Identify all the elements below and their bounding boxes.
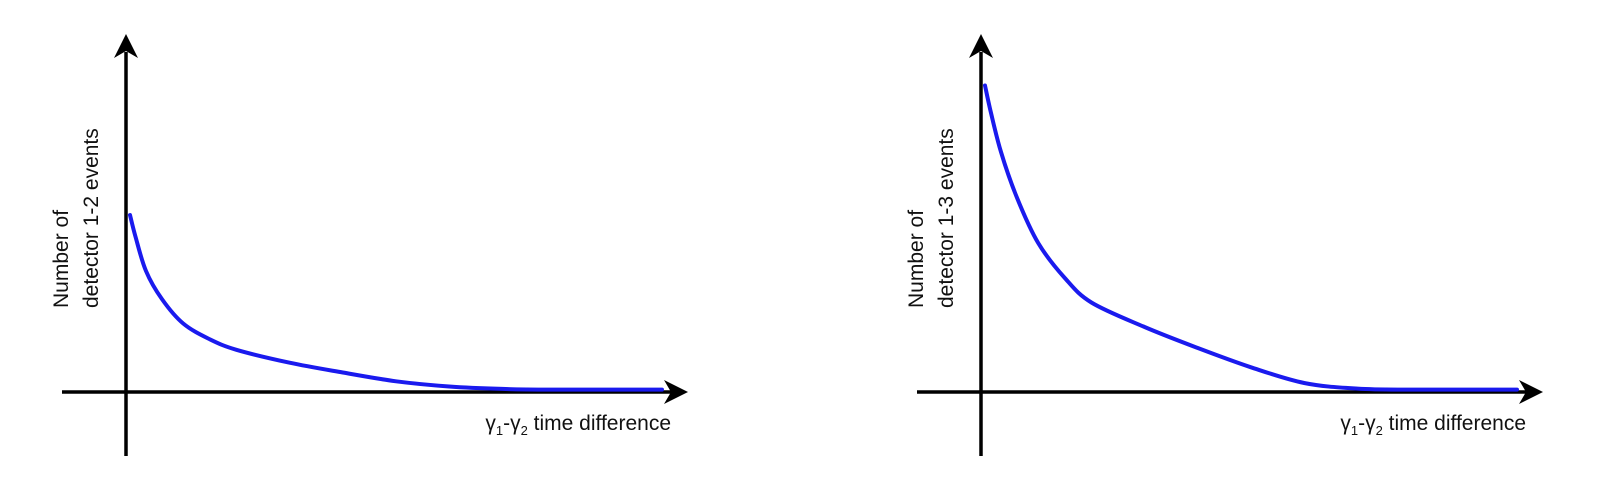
y-axis-label-line-2: detector 1-3 events (935, 128, 958, 308)
y-axis-arrow (114, 34, 138, 58)
series-curve (128, 213, 664, 392)
chart-left: Number of detector 1-2 events γ1-γ2 time… (50, 34, 688, 456)
x-label-text: time difference (1383, 412, 1526, 435)
x-label-sub-1: 1 (496, 423, 503, 438)
x-axis-label: γ1-γ2 time difference (485, 412, 671, 438)
x-label-sub-2: 2 (521, 423, 528, 438)
series-curve (983, 83, 1519, 392)
chart-right: Number of detector 1-3 events γ1-γ2 time… (805, 0, 1610, 501)
x-label-gamma-1: γ (1340, 412, 1351, 435)
x-label-sub-1: 1 (1351, 423, 1358, 438)
y-axis-arrow (969, 34, 993, 58)
x-label-text: time difference (528, 412, 671, 435)
x-label-gamma-1: γ (485, 412, 496, 435)
chart-right-svg: Number of detector 1-3 events γ1-γ2 time… (905, 34, 1543, 456)
x-label-gamma-2: -γ (503, 412, 521, 435)
x-label-gamma-2: -γ (1358, 412, 1376, 435)
x-axis-label: γ1-γ2 time difference (1340, 412, 1526, 438)
chart-left-svg: Number of detector 1-2 events γ1-γ2 time… (50, 34, 688, 456)
x-axis-arrow (1519, 380, 1543, 404)
x-label-sub-2: 2 (1376, 423, 1383, 438)
y-axis-label-line-1: Number of (905, 210, 928, 308)
y-axis-label-line-2: detector 1-2 events (80, 128, 103, 308)
y-axis-label-line-1: Number of (50, 210, 73, 308)
x-axis-arrow (664, 380, 688, 404)
